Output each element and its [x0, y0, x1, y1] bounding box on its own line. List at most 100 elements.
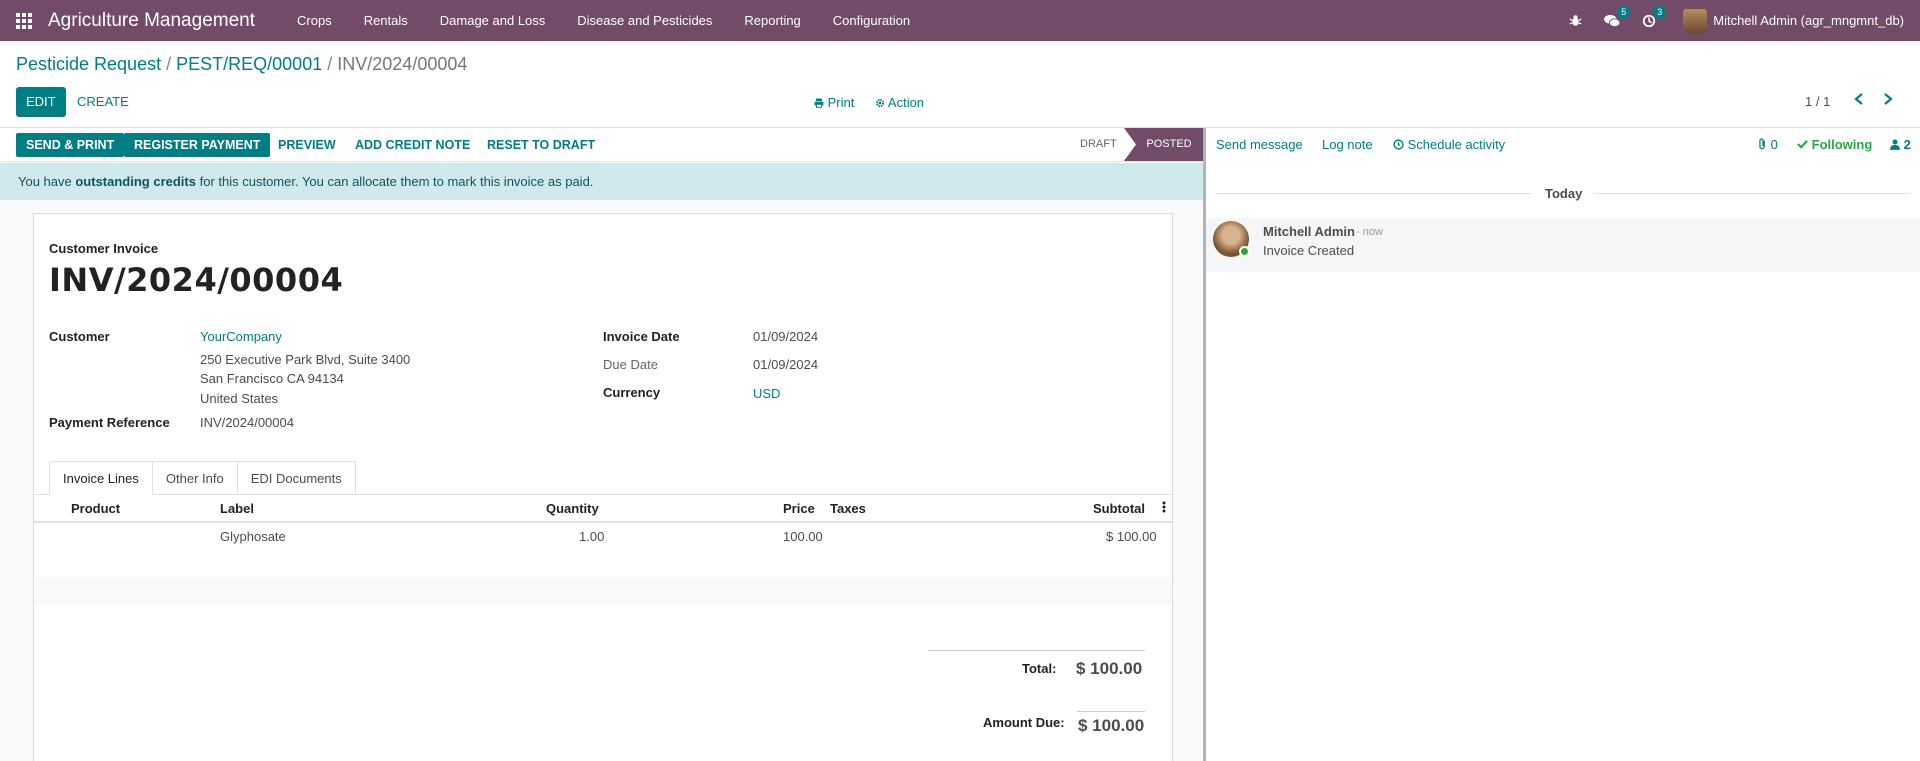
control-panel-divider [0, 127, 1920, 128]
menu-item-damage-and-loss[interactable]: Damage and Loss [439, 13, 546, 28]
row-subtotal: $ 100.00 [1106, 529, 1157, 544]
activities-badge: 3 [1653, 5, 1667, 19]
column-label[interactable]: Label [220, 501, 254, 516]
payment-reference-label: Payment Reference [49, 415, 170, 430]
tab-invoice-lines[interactable]: Invoice Lines [49, 461, 153, 495]
customer-label: Customer [49, 329, 110, 344]
column-quantity[interactable]: Quantity [546, 501, 599, 516]
stage-posted: POSTED [1124, 128, 1204, 161]
amount-due-label: Amount Due: [983, 715, 1065, 730]
top-navbar: Agriculture Management Crops Rentals Dam… [0, 0, 1920, 41]
messages-badge: 5 [1617, 5, 1631, 19]
log-note-button[interactable]: Log note [1322, 137, 1373, 152]
due-date-label: Due Date [603, 357, 658, 372]
attachments-count: 0 [1770, 137, 1778, 152]
user-avatar[interactable] [1683, 8, 1708, 33]
breadcrumb-separator: / [166, 54, 172, 74]
breadcrumb-item-pesticide-request[interactable]: Pesticide Request [16, 54, 162, 74]
app-brand[interactable]: Agriculture Management [48, 9, 255, 31]
add-credit-note-button[interactable]: ADD CREDIT NOTE [355, 138, 471, 152]
gear-icon [875, 98, 885, 108]
menu-item-reporting[interactable]: Reporting [744, 13, 801, 28]
user-menu[interactable]: Mitchell Admin (agr_mngmnt_db) [1713, 13, 1904, 28]
attachments-button[interactable]: 0 [1758, 137, 1778, 152]
status-bar: SEND & PRINT REGISTER PAYMENT PREVIEW AD… [0, 128, 1204, 162]
column-price[interactable]: Price [783, 501, 815, 516]
send-print-button[interactable]: SEND & PRINT [16, 133, 125, 157]
tab-edi-documents[interactable]: EDI Documents [237, 461, 356, 495]
alert-text-suffix: for this customer. You can allocate them… [195, 174, 594, 189]
apps-menu-icon[interactable] [0, 0, 48, 41]
customer-address-street: 250 Executive Park Blvd, Suite 3400 [200, 352, 411, 367]
print-label: Print [827, 95, 855, 110]
menu-item-disease-and-pesticides[interactable]: Disease and Pesticides [577, 13, 713, 28]
outstanding-credits-alert: You have outstanding credits for this cu… [0, 163, 1203, 200]
amount-due-value: $ 100.00 [1078, 716, 1145, 735]
action-label: Action [887, 95, 925, 110]
tabs-underline [33, 494, 1173, 495]
chatter-topbar: Send message Log note Schedule activity … [1206, 128, 1920, 162]
paperclip-icon [1759, 138, 1765, 150]
column-product[interactable]: Product [71, 501, 121, 516]
followers-button[interactable]: 2 [1890, 137, 1911, 152]
today-divider-right [1594, 193, 1910, 194]
customer-link[interactable]: YourCompany [200, 329, 282, 344]
reset-to-draft-button[interactable]: RESET TO DRAFT [487, 138, 596, 152]
menu-item-configuration[interactable]: Configuration [832, 13, 911, 28]
action-dropdown[interactable]: Action [875, 95, 924, 110]
chatter-message [1206, 218, 1920, 272]
register-payment-button[interactable]: REGISTER PAYMENT [124, 133, 271, 157]
breadcrumb-separator: / [327, 54, 333, 74]
pager-previous-icon[interactable] [1854, 92, 1864, 110]
row-quantity: 1.00 [579, 529, 605, 544]
print-dropdown[interactable]: Print [814, 95, 854, 110]
customer-address-country: United States [200, 391, 279, 406]
breadcrumb-current: INV/2024/00004 [337, 54, 468, 74]
menu-item-rentals[interactable]: Rentals [363, 13, 408, 28]
tab-other-info[interactable]: Other Info [152, 461, 238, 495]
due-date-value: 01/09/2024 [753, 357, 819, 372]
today-label: Today [1545, 186, 1583, 201]
chatter-splitter [1203, 128, 1206, 761]
payment-reference-value: INV/2024/00004 [200, 415, 294, 430]
breadcrumb-item-request[interactable]: PEST/REQ/00001 [176, 54, 323, 74]
following-label: Following [1811, 137, 1873, 152]
create-button[interactable]: CREATE [77, 94, 129, 109]
pager-next-icon[interactable] [1883, 92, 1893, 110]
schedule-activity-button[interactable]: Schedule activity [1393, 137, 1505, 152]
following-button[interactable]: Following [1797, 137, 1872, 152]
invoice-date-value: 01/09/2024 [753, 329, 819, 344]
invoice-date-label: Invoice Date [603, 329, 680, 344]
invoice-lines-header: Product Label Quantity Price Taxes Subto… [34, 495, 1172, 523]
message-date: - now [1356, 226, 1383, 238]
pager-value[interactable]: 1 / 1 [1805, 94, 1831, 109]
schedule-activity-label: Schedule activity [1407, 137, 1506, 152]
send-message-button[interactable]: Send message [1216, 137, 1303, 152]
print-icon [814, 98, 824, 108]
column-subtotal[interactable]: Subtotal [1093, 501, 1145, 516]
followers-count: 2 [1903, 137, 1911, 152]
menu-item-crops[interactable]: Crops [297, 13, 332, 28]
amount-due-divider [1077, 711, 1145, 712]
total-label: Total: [1022, 661, 1057, 676]
edit-button[interactable]: EDIT [16, 87, 66, 117]
currency-link[interactable]: USD [753, 386, 781, 401]
column-taxes[interactable]: Taxes [830, 501, 866, 516]
today-divider-left [1216, 193, 1532, 194]
clock-icon [1393, 139, 1404, 150]
document-type: Customer Invoice [49, 241, 159, 256]
row-price: 100.00 [783, 529, 823, 544]
stage-draft: DRAFT [1080, 138, 1117, 150]
main-menu: Crops Rentals Damage and Loss Disease an… [281, 0, 926, 41]
message-author[interactable]: Mitchell Admin [1263, 224, 1355, 239]
alert-outstanding-credits-link[interactable]: outstanding credits [75, 174, 196, 189]
optional-columns-icon[interactable] [1162, 501, 1166, 516]
table-row[interactable]: Glyphosate 1.00 100.00 $ 100.00 [34, 523, 1172, 550]
bug-icon[interactable] [1569, 14, 1582, 27]
notebook-tabs: Invoice Lines Other Info EDI Documents [49, 461, 356, 495]
activities-icon[interactable]: 3 [1642, 5, 1667, 28]
preview-button[interactable]: PREVIEW [278, 138, 336, 152]
user-icon [1890, 139, 1900, 150]
table-row-empty [34, 577, 1172, 604]
messages-icon[interactable]: 5 [1604, 5, 1631, 28]
